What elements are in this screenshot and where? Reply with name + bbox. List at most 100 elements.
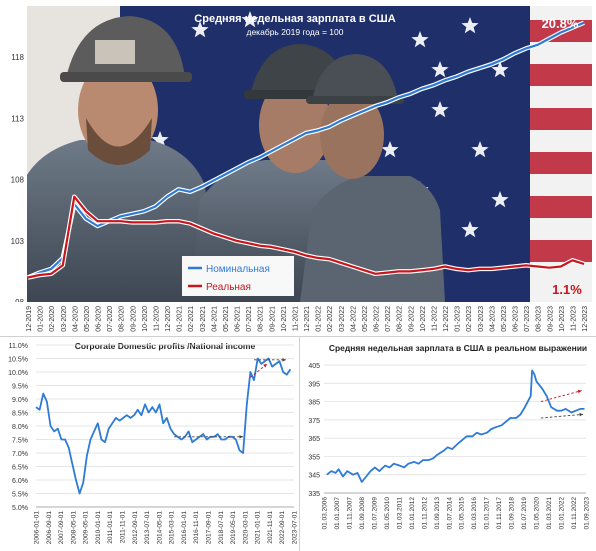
- y-tick-label: 8.5%: [12, 411, 28, 418]
- x-tick-label: 01.05.2020: [534, 497, 541, 530]
- top-chart-subtitle: декабрь 2019 года = 100: [247, 27, 344, 37]
- divider-horizontal: [0, 336, 596, 337]
- x-tick-label: 2022-09-01: [279, 511, 286, 545]
- top-x-tick-label: 11-2021: [292, 306, 299, 331]
- x-tick-label: 2007-09-01: [58, 511, 65, 545]
- top-y-tick-label: 118: [11, 53, 24, 62]
- top-x-tick-label: 01-2023: [455, 306, 462, 332]
- top-x-tick-label: 06-2020: [96, 306, 103, 332]
- br-x-axis: 01.03.2006 01.01.2007 01.11.2007 01.09.2008…: [322, 497, 591, 530]
- legend-nominal-label: Номинальная: [206, 264, 270, 275]
- top-x-tick-label: 10-2022: [420, 306, 427, 332]
- x-tick-label: 2023-07-01: [292, 511, 299, 545]
- top-x-tick-label: 03-2021: [200, 306, 207, 332]
- top-legend: Номинальная Реальная: [182, 256, 294, 296]
- top-x-tick-label: 10-2020: [142, 306, 149, 332]
- y-tick-label: 5.0%: [12, 505, 28, 512]
- x-tick-label: 01.01.2012: [409, 497, 416, 530]
- top-x-tick-label: 07-2023: [524, 306, 531, 332]
- bl-x-axis: 2006-01-01 2006-09-01 2007-09-01 2008-05-01…: [34, 511, 299, 545]
- x-tick-label: 01.03.2021: [546, 497, 553, 530]
- x-tick-label: 2013-07-01: [144, 511, 151, 545]
- x-tick-label: 01.11.2022: [571, 497, 578, 529]
- x-tick-label: 01.11.2017: [496, 497, 503, 529]
- top-x-tick-label: 03-2023: [478, 306, 485, 332]
- top-x-tick-label: 02-2021: [188, 306, 195, 332]
- top-x-tick-label: 05-2020: [84, 306, 91, 332]
- top-x-tick-label: 02-2023: [466, 306, 473, 332]
- top-x-tick-label: 10-2021: [281, 306, 288, 332]
- top-x-tick-label: 09-2022: [408, 306, 415, 332]
- x-tick-label: 2006-09-01: [46, 511, 53, 545]
- y-tick-label: 395: [308, 381, 320, 388]
- top-x-tick-label: 02-2020: [49, 306, 56, 332]
- y-tick-label: 335: [308, 491, 320, 498]
- y-tick-label: 375: [308, 418, 320, 425]
- top-x-tick-label: 03-2020: [61, 306, 68, 332]
- br-y-axis: 335 345 355 365 375 385 395 405: [308, 363, 320, 498]
- top-x-tick-label: 04-2023: [489, 306, 496, 332]
- x-tick-label: 01.09.2023: [584, 497, 591, 530]
- top-x-tick-label: 01-2022: [316, 306, 323, 332]
- x-tick-label: 01.01.2017: [484, 497, 491, 530]
- top-x-tick-label: 01-2021: [177, 306, 184, 332]
- series-line: [35, 357, 292, 495]
- x-tick-label: 01.03.2016: [471, 497, 478, 530]
- flag-star: [461, 221, 479, 238]
- top-chart: Средняя недельная зарплата в США декабрь…: [0, 0, 592, 335]
- y-tick-label: 355: [308, 454, 320, 461]
- bl-y-axis: 5.0% 5.5% 6.0% 6.5% 7.0% 7.5% 8.0% 8.5% 9.0% 9.5%…: [8, 343, 28, 512]
- top-x-tick-label: 12-2021: [304, 306, 311, 332]
- y-tick-label: 7.0%: [12, 451, 28, 458]
- y-tick-label: 6.5%: [12, 465, 28, 472]
- x-tick-label: 2021-01-01: [255, 511, 262, 545]
- real-wage-line: [27, 195, 585, 279]
- annotation-arrowhead: [577, 389, 582, 394]
- y-tick-label: 7.5%: [12, 438, 28, 445]
- flag-star: [461, 17, 479, 34]
- x-tick-label: 2021-11-01: [267, 511, 274, 544]
- top-x-tick-label: 07-2022: [385, 306, 392, 332]
- top-x-tick-label: 08-2020: [119, 306, 126, 332]
- bl-grid: [36, 344, 294, 508]
- y-tick-label: 385: [308, 400, 320, 407]
- y-tick-label: 10.5%: [8, 357, 28, 364]
- top-x-tick-label: 05-2023: [501, 306, 508, 332]
- x-tick-label: 2019-05-01: [230, 511, 237, 545]
- bl-annotations: [174, 358, 287, 439]
- annotation-arrowhead: [263, 363, 268, 368]
- y-tick-label: 345: [308, 473, 320, 480]
- top-x-tick-label: 12-2019: [26, 306, 33, 332]
- x-tick-label: 2017-09-01: [206, 511, 213, 545]
- x-tick-label: 01.11.2007: [346, 497, 353, 529]
- top-x-tick-label: 09-2021: [269, 306, 276, 332]
- annotation-arrowhead: [282, 358, 287, 362]
- top-x-tick-label: 09-2020: [130, 306, 137, 332]
- x-tick-label: 2014-05-01: [156, 511, 163, 545]
- bl-chart-title: Corporate Domestic profits /National inc…: [75, 341, 256, 351]
- top-x-tick-label: 05-2021: [223, 306, 230, 332]
- y-tick-label: 405: [308, 363, 320, 370]
- annotation-arrowhead: [579, 412, 584, 417]
- top-y-axis-bg: [0, 0, 27, 335]
- top-x-tick-label: 12-2020: [165, 306, 172, 332]
- x-tick-label: 2016-11-01: [193, 511, 200, 544]
- top-chart-panel: Средняя недельная зарплата в США декабрь…: [0, 0, 592, 335]
- x-tick-label: 2011-11-01: [120, 511, 127, 544]
- annotation-arrow: [540, 413, 584, 419]
- x-tick-label: 2010-01-01: [95, 511, 102, 545]
- annotation-arrowhead: [239, 435, 244, 439]
- flag-star: [411, 31, 429, 48]
- top-x-tick-label: 11-2022: [431, 306, 438, 331]
- top-y-tick-label: 108: [11, 176, 25, 185]
- x-tick-label: 01.03.2006: [322, 497, 329, 530]
- top-y-axis: 98103108113118: [0, 0, 27, 335]
- top-x-tick-label: 08-2023: [536, 306, 543, 332]
- flag-star: [491, 191, 509, 208]
- x-tick-label: 01.11.2012: [421, 497, 428, 529]
- y-tick-label: 365: [308, 436, 320, 443]
- x-tick-label: 01.05.2010: [384, 497, 391, 530]
- y-tick-label: 10.0%: [8, 370, 28, 377]
- x-tick-label: 01.01.2022: [559, 497, 566, 530]
- x-tick-label: 01.07.2014: [446, 497, 453, 530]
